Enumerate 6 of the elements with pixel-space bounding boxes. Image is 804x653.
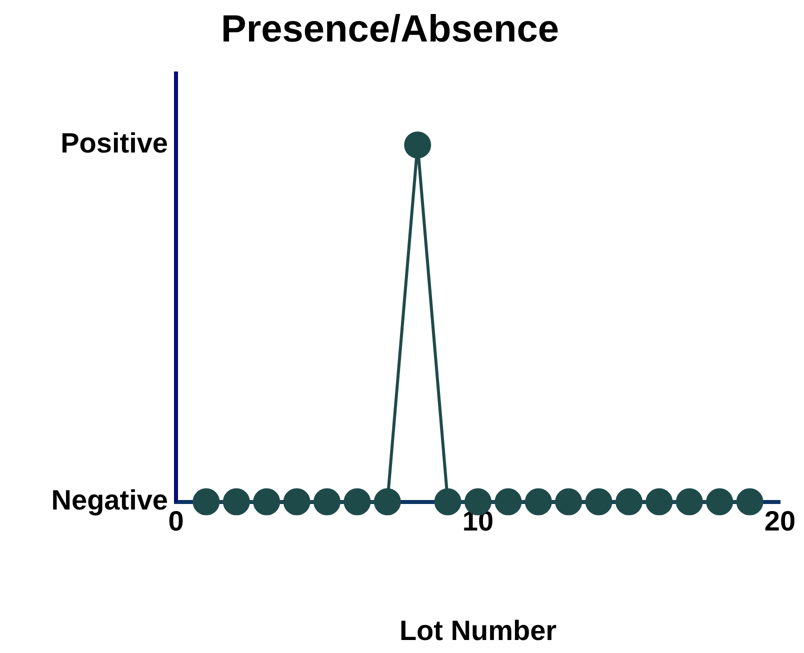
x-axis-title: Lot Number [399, 614, 557, 646]
x-tick-label: 0 [168, 505, 184, 536]
text: Positive [60, 128, 168, 159]
x-tick-label: 20 [764, 505, 796, 536]
chart-title: Presence/Absence [221, 8, 559, 50]
text: Negative [51, 484, 168, 516]
